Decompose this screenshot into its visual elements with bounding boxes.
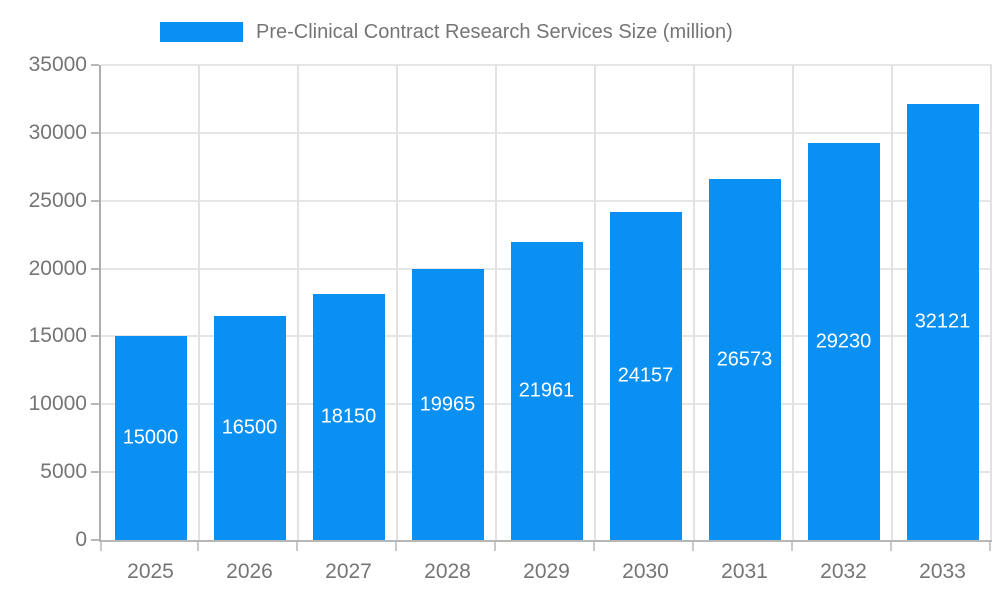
plot-area: 15000 16500 18150 19965 21961 24157 26573 29230…	[99, 64, 992, 542]
y-tick-label: 30000	[28, 120, 87, 144]
x-gridline	[396, 65, 398, 540]
x-gridline	[792, 65, 794, 540]
y-tick-icon	[91, 199, 99, 202]
y-tick-icon	[91, 403, 99, 406]
bar: 24157	[609, 212, 682, 540]
y-tick-label: 25000	[28, 188, 87, 212]
x-tick-icon	[197, 542, 199, 551]
y-gridline	[101, 199, 992, 202]
bar-value-label: 24157	[617, 364, 674, 387]
bar: 19965	[411, 269, 484, 540]
bar-value-label: 21961	[518, 379, 575, 402]
y-tick-label: 5000	[40, 460, 87, 484]
x-gridline	[198, 65, 200, 540]
x-tick-icon	[593, 542, 595, 551]
y-gridline	[101, 64, 992, 66]
x-tick-label: 2025	[127, 560, 174, 583]
bar-value-label: 29230	[815, 330, 872, 353]
bar: 32121	[906, 104, 979, 540]
x-gridline	[990, 65, 992, 540]
bar-value-label: 15000	[122, 426, 179, 449]
legend[interactable]: Pre-Clinical Contract Research Services …	[160, 19, 733, 45]
x-tick-icon	[791, 542, 793, 551]
bar-value-label: 26573	[716, 348, 773, 371]
bar: 16500	[213, 316, 286, 540]
x-tick-icon	[494, 542, 496, 551]
bar: 29230	[807, 143, 880, 540]
x-tick-label: 2030	[622, 560, 669, 583]
x-tick-icon	[692, 542, 694, 551]
x-tick-label: 2029	[523, 560, 570, 583]
y-tick-label: 10000	[28, 392, 87, 416]
x-tick-label: 2032	[820, 560, 867, 583]
x-tick-icon	[395, 542, 397, 551]
bar: 15000	[114, 336, 187, 540]
y-tick-icon	[91, 64, 99, 66]
x-tick-icon	[890, 542, 892, 551]
x-tick-label: 2031	[721, 560, 768, 583]
x-gridline	[297, 65, 299, 540]
x-gridline	[495, 65, 497, 540]
bar: 18150	[312, 293, 385, 540]
y-tick-label: 20000	[28, 256, 87, 280]
x-tick-icon	[100, 542, 102, 551]
x-tick-icon	[296, 542, 298, 551]
y-tick-label: 0	[75, 528, 87, 551]
bar: 21961	[510, 241, 583, 540]
x-gridline	[594, 65, 596, 540]
x-tick-label: 2026	[226, 560, 273, 583]
y-tick-icon	[91, 131, 99, 134]
y-tick-label: 15000	[28, 324, 87, 348]
x-gridline	[693, 65, 695, 540]
x-gridline	[891, 65, 893, 540]
y-tick-icon	[91, 335, 99, 338]
legend-label: Pre-Clinical Contract Research Services …	[256, 20, 733, 43]
y-tick-label: 35000	[28, 53, 87, 76]
y-tick-icon	[91, 267, 99, 270]
bar-value-label: 16500	[221, 416, 278, 439]
x-tick-icon	[989, 542, 991, 551]
x-tick-label: 2028	[424, 560, 471, 583]
bar-value-label: 32121	[914, 310, 971, 333]
y-tick-icon	[91, 539, 99, 541]
bar-value-label: 19965	[419, 393, 476, 416]
y-gridline	[101, 131, 992, 134]
y-tick-icon	[91, 471, 99, 474]
x-tick-label: 2027	[325, 560, 372, 583]
x-tick-label: 2033	[919, 560, 966, 583]
legend-swatch-icon	[160, 22, 243, 42]
bar-value-label: 18150	[320, 405, 377, 428]
bar: 26573	[708, 179, 781, 540]
